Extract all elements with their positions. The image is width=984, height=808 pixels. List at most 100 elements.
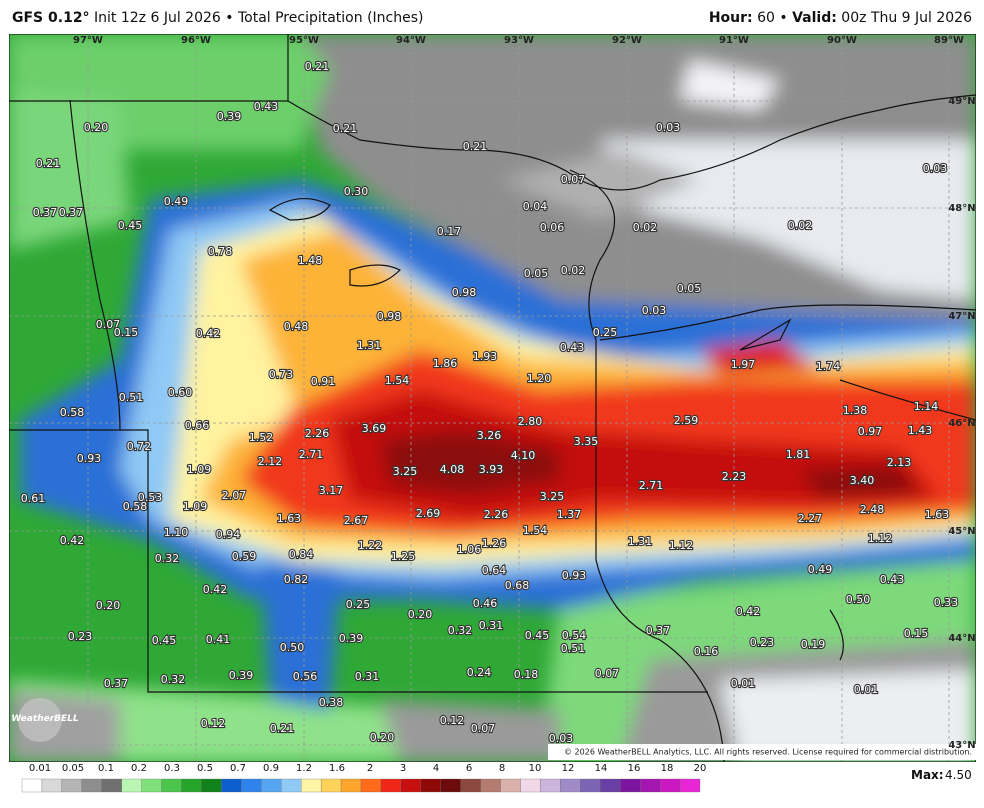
colorbar-label: 8 (499, 763, 505, 774)
precip-label: 0.58 (123, 500, 148, 513)
colorbar-label: 18 (661, 763, 674, 774)
precip-label: 1.31 (628, 535, 653, 548)
precip-label: 0.31 (355, 670, 380, 683)
lat-label: 44°N (948, 633, 975, 644)
colorbar-label: 12 (562, 763, 575, 774)
precip-label: 1.63 (277, 512, 302, 525)
precip-label: 0.03 (549, 732, 574, 745)
colorbar-label: 16 (628, 763, 641, 774)
precip-label: 1.25 (391, 550, 416, 563)
precip-label: 0.59 (232, 550, 257, 563)
colorbar-label: 4 (433, 763, 439, 774)
colorbar-swatch (41, 778, 63, 793)
precip-label: 1.86 (433, 357, 458, 370)
precip-label: 0.05 (677, 282, 702, 295)
precip-label: 0.97 (858, 425, 883, 438)
separator: • (225, 10, 234, 26)
lon-label: 97°W (73, 35, 103, 46)
colorbar-swatch (161, 778, 182, 793)
precip-label: 0.49 (164, 195, 189, 208)
precip-label: 0.41 (206, 633, 231, 646)
precip-label: 0.50 (846, 593, 871, 606)
colorbar-swatch (600, 778, 621, 793)
precip-label: 0.30 (344, 185, 369, 198)
precip-label: 0.39 (229, 669, 254, 682)
precip-label: 2.26 (484, 508, 509, 521)
precip-label: 0.72 (127, 440, 152, 453)
colorbar-swatch (340, 778, 362, 793)
precip-label: 0.21 (305, 60, 330, 73)
header: GFS 0.12° Init 12z 6 Jul 2026 • Total Pr… (0, 0, 984, 34)
precip-label: 0.37 (104, 677, 129, 690)
precip-label: 3.69 (362, 422, 387, 435)
colorbar-swatch (420, 778, 441, 793)
precip-label: 0.21 (463, 140, 488, 153)
colorbar-swatch (560, 778, 581, 793)
colorbar-swatch (121, 778, 142, 793)
precip-label: 0.07 (595, 667, 620, 680)
precip-label: 0.78 (208, 245, 233, 258)
colorbar-swatch (261, 778, 282, 793)
colorbar-swatch (500, 778, 521, 793)
precip-label: 0.39 (217, 110, 242, 123)
title: GFS 0.12° Init 12z 6 Jul 2026 • Total Pr… (12, 10, 423, 26)
precip-label: 1.09 (183, 500, 208, 513)
model: GFS 0.12° (12, 10, 90, 26)
precip-label: 0.93 (77, 452, 102, 465)
precip-label: 0.56 (293, 670, 318, 683)
precip-label: 2.71 (639, 479, 664, 492)
precip-label: 0.45 (525, 629, 550, 642)
logo: WeatherBELL (11, 714, 79, 724)
precip-label: 0.15 (904, 627, 929, 640)
precip-label: 2.13 (887, 456, 912, 469)
run: Init 12z 6 Jul 2026 (94, 10, 221, 26)
precip-label: 0.33 (934, 596, 959, 609)
precip-label: 2.23 (722, 470, 747, 483)
precip-label: 0.98 (377, 310, 402, 323)
lon-label: 94°W (396, 35, 426, 46)
precip-label: 1.54 (523, 524, 548, 537)
precip-label: 0.20 (408, 608, 433, 621)
max-label: Max: (911, 768, 944, 782)
colorbar-swatch (380, 778, 402, 793)
hour: 60 (757, 10, 775, 26)
precip-label: 0.25 (593, 326, 618, 339)
precip-label: 0.64 (482, 564, 507, 577)
precip-label: 0.48 (284, 320, 309, 333)
precip-label: 0.98 (452, 286, 477, 299)
colorbar-swatch (540, 778, 561, 793)
colorbar-label: 0.2 (131, 763, 147, 774)
precip-label: 0.68 (505, 579, 530, 592)
precip-label: 0.32 (155, 552, 180, 565)
colorbar-swatch (181, 778, 202, 793)
precip-label: 1.97 (731, 358, 756, 371)
precip-label: 1.74 (816, 360, 841, 373)
colorbar-label: 0.1 (98, 763, 114, 774)
borders (9, 34, 976, 762)
precip-label: 0.15 (114, 326, 139, 339)
precip-label: 0.05 (524, 267, 549, 280)
precip-label: 0.39 (339, 632, 364, 645)
precip-label: 1.09 (187, 463, 212, 476)
precip-label: 0.38 (319, 696, 344, 709)
colorbar-label: 0.05 (62, 763, 84, 774)
lon-label: 92°W (612, 35, 642, 46)
colorbar-swatch (580, 778, 601, 793)
valid-label: Valid: (792, 10, 837, 26)
precip-label: 0.32 (448, 624, 473, 637)
precip-label: 0.25 (346, 598, 371, 611)
colorbar-swatch (241, 778, 262, 793)
precip-label: 0.02 (633, 221, 658, 234)
precip-label: 3.25 (540, 490, 565, 503)
colorbar-swatch (640, 778, 661, 793)
precip-label: 0.20 (96, 599, 121, 612)
precip-label: 1.38 (843, 404, 868, 417)
precip-label: 0.53 (138, 491, 163, 504)
precip-label: 0.21 (333, 122, 358, 135)
colorbar-label: 14 (595, 763, 608, 774)
precip-label: 1.31 (357, 339, 382, 352)
colorbar-swatch (360, 778, 382, 793)
precip-label: 0.46 (473, 597, 498, 610)
lon-label: 93°W (504, 35, 534, 46)
precip-label: 0.23 (68, 630, 93, 643)
